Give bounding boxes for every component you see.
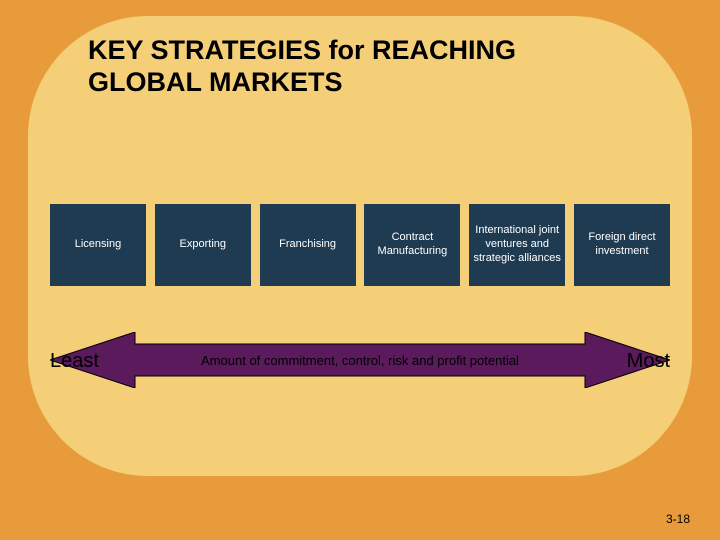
- slide-title: KEY STRATEGIES for REACHING GLOBAL MARKE…: [88, 34, 662, 99]
- slide-panel: KEY STRATEGIES for REACHING GLOBAL MARKE…: [28, 16, 692, 476]
- page-number: 3-18: [666, 512, 690, 526]
- box-contract-manufacturing: Contract Manufacturing: [364, 204, 460, 286]
- strategy-boxes: Licensing Exporting Franchising Contract…: [50, 204, 670, 286]
- box-licensing: Licensing: [50, 204, 146, 286]
- box-joint-ventures: International joint ventures and strateg…: [469, 204, 565, 286]
- box-franchising: Franchising: [260, 204, 356, 286]
- box-exporting: Exporting: [155, 204, 251, 286]
- box-fdi: Foreign direct investment: [574, 204, 670, 286]
- double-arrow-icon: [50, 332, 670, 388]
- arrow-shape: [50, 332, 670, 388]
- continuum-arrow: Amount of commitment, control, risk and …: [50, 332, 670, 388]
